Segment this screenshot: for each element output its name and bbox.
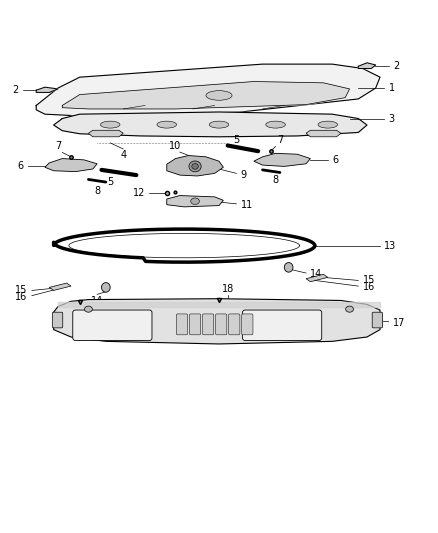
Text: 2: 2 bbox=[393, 61, 399, 71]
Polygon shape bbox=[36, 64, 380, 116]
Text: 14: 14 bbox=[91, 296, 103, 305]
Text: 17: 17 bbox=[393, 318, 406, 328]
FancyBboxPatch shape bbox=[229, 314, 240, 335]
Text: 16: 16 bbox=[15, 292, 28, 302]
Text: 14: 14 bbox=[311, 269, 323, 279]
Polygon shape bbox=[88, 130, 123, 137]
Text: 18: 18 bbox=[222, 284, 234, 294]
Text: 11: 11 bbox=[241, 200, 253, 209]
Text: 15: 15 bbox=[15, 286, 28, 295]
Polygon shape bbox=[62, 82, 350, 109]
Ellipse shape bbox=[102, 282, 110, 292]
Polygon shape bbox=[45, 158, 97, 172]
Ellipse shape bbox=[85, 306, 92, 312]
Text: 5: 5 bbox=[233, 135, 240, 144]
FancyBboxPatch shape bbox=[202, 314, 214, 335]
Ellipse shape bbox=[189, 161, 201, 172]
FancyBboxPatch shape bbox=[215, 314, 227, 335]
Polygon shape bbox=[36, 87, 58, 92]
Text: 6: 6 bbox=[332, 155, 338, 165]
Ellipse shape bbox=[157, 121, 177, 128]
Text: 13: 13 bbox=[385, 240, 397, 251]
FancyBboxPatch shape bbox=[243, 310, 322, 341]
FancyBboxPatch shape bbox=[73, 310, 152, 341]
Text: 15: 15 bbox=[363, 276, 375, 286]
Ellipse shape bbox=[284, 263, 293, 272]
Polygon shape bbox=[358, 63, 376, 68]
Text: 4: 4 bbox=[120, 150, 126, 160]
Text: 8: 8 bbox=[94, 185, 100, 196]
Polygon shape bbox=[254, 154, 311, 166]
Ellipse shape bbox=[192, 164, 198, 169]
Ellipse shape bbox=[346, 306, 353, 312]
Text: 2: 2 bbox=[13, 85, 19, 95]
Text: 10: 10 bbox=[170, 141, 182, 151]
Text: 16: 16 bbox=[363, 282, 375, 292]
Text: 1: 1 bbox=[389, 83, 395, 93]
Polygon shape bbox=[167, 196, 223, 207]
Polygon shape bbox=[306, 274, 328, 282]
Text: 6: 6 bbox=[17, 161, 23, 172]
Polygon shape bbox=[53, 298, 380, 344]
Text: 7: 7 bbox=[55, 141, 61, 151]
Ellipse shape bbox=[266, 121, 286, 128]
Text: 12: 12 bbox=[133, 188, 145, 198]
Polygon shape bbox=[49, 283, 71, 290]
Ellipse shape bbox=[100, 121, 120, 128]
Text: 7: 7 bbox=[277, 135, 283, 145]
FancyBboxPatch shape bbox=[52, 312, 63, 328]
Text: 5: 5 bbox=[107, 177, 113, 187]
Polygon shape bbox=[167, 156, 223, 176]
Ellipse shape bbox=[191, 198, 199, 205]
Text: 9: 9 bbox=[241, 169, 247, 180]
Text: 3: 3 bbox=[389, 115, 395, 124]
Text: 8: 8 bbox=[272, 175, 279, 185]
FancyBboxPatch shape bbox=[189, 314, 201, 335]
Ellipse shape bbox=[318, 121, 338, 128]
Ellipse shape bbox=[209, 121, 229, 128]
Ellipse shape bbox=[206, 91, 232, 100]
FancyBboxPatch shape bbox=[242, 314, 253, 335]
Polygon shape bbox=[306, 130, 341, 137]
Polygon shape bbox=[53, 112, 367, 137]
FancyBboxPatch shape bbox=[372, 312, 383, 328]
FancyBboxPatch shape bbox=[177, 314, 187, 335]
